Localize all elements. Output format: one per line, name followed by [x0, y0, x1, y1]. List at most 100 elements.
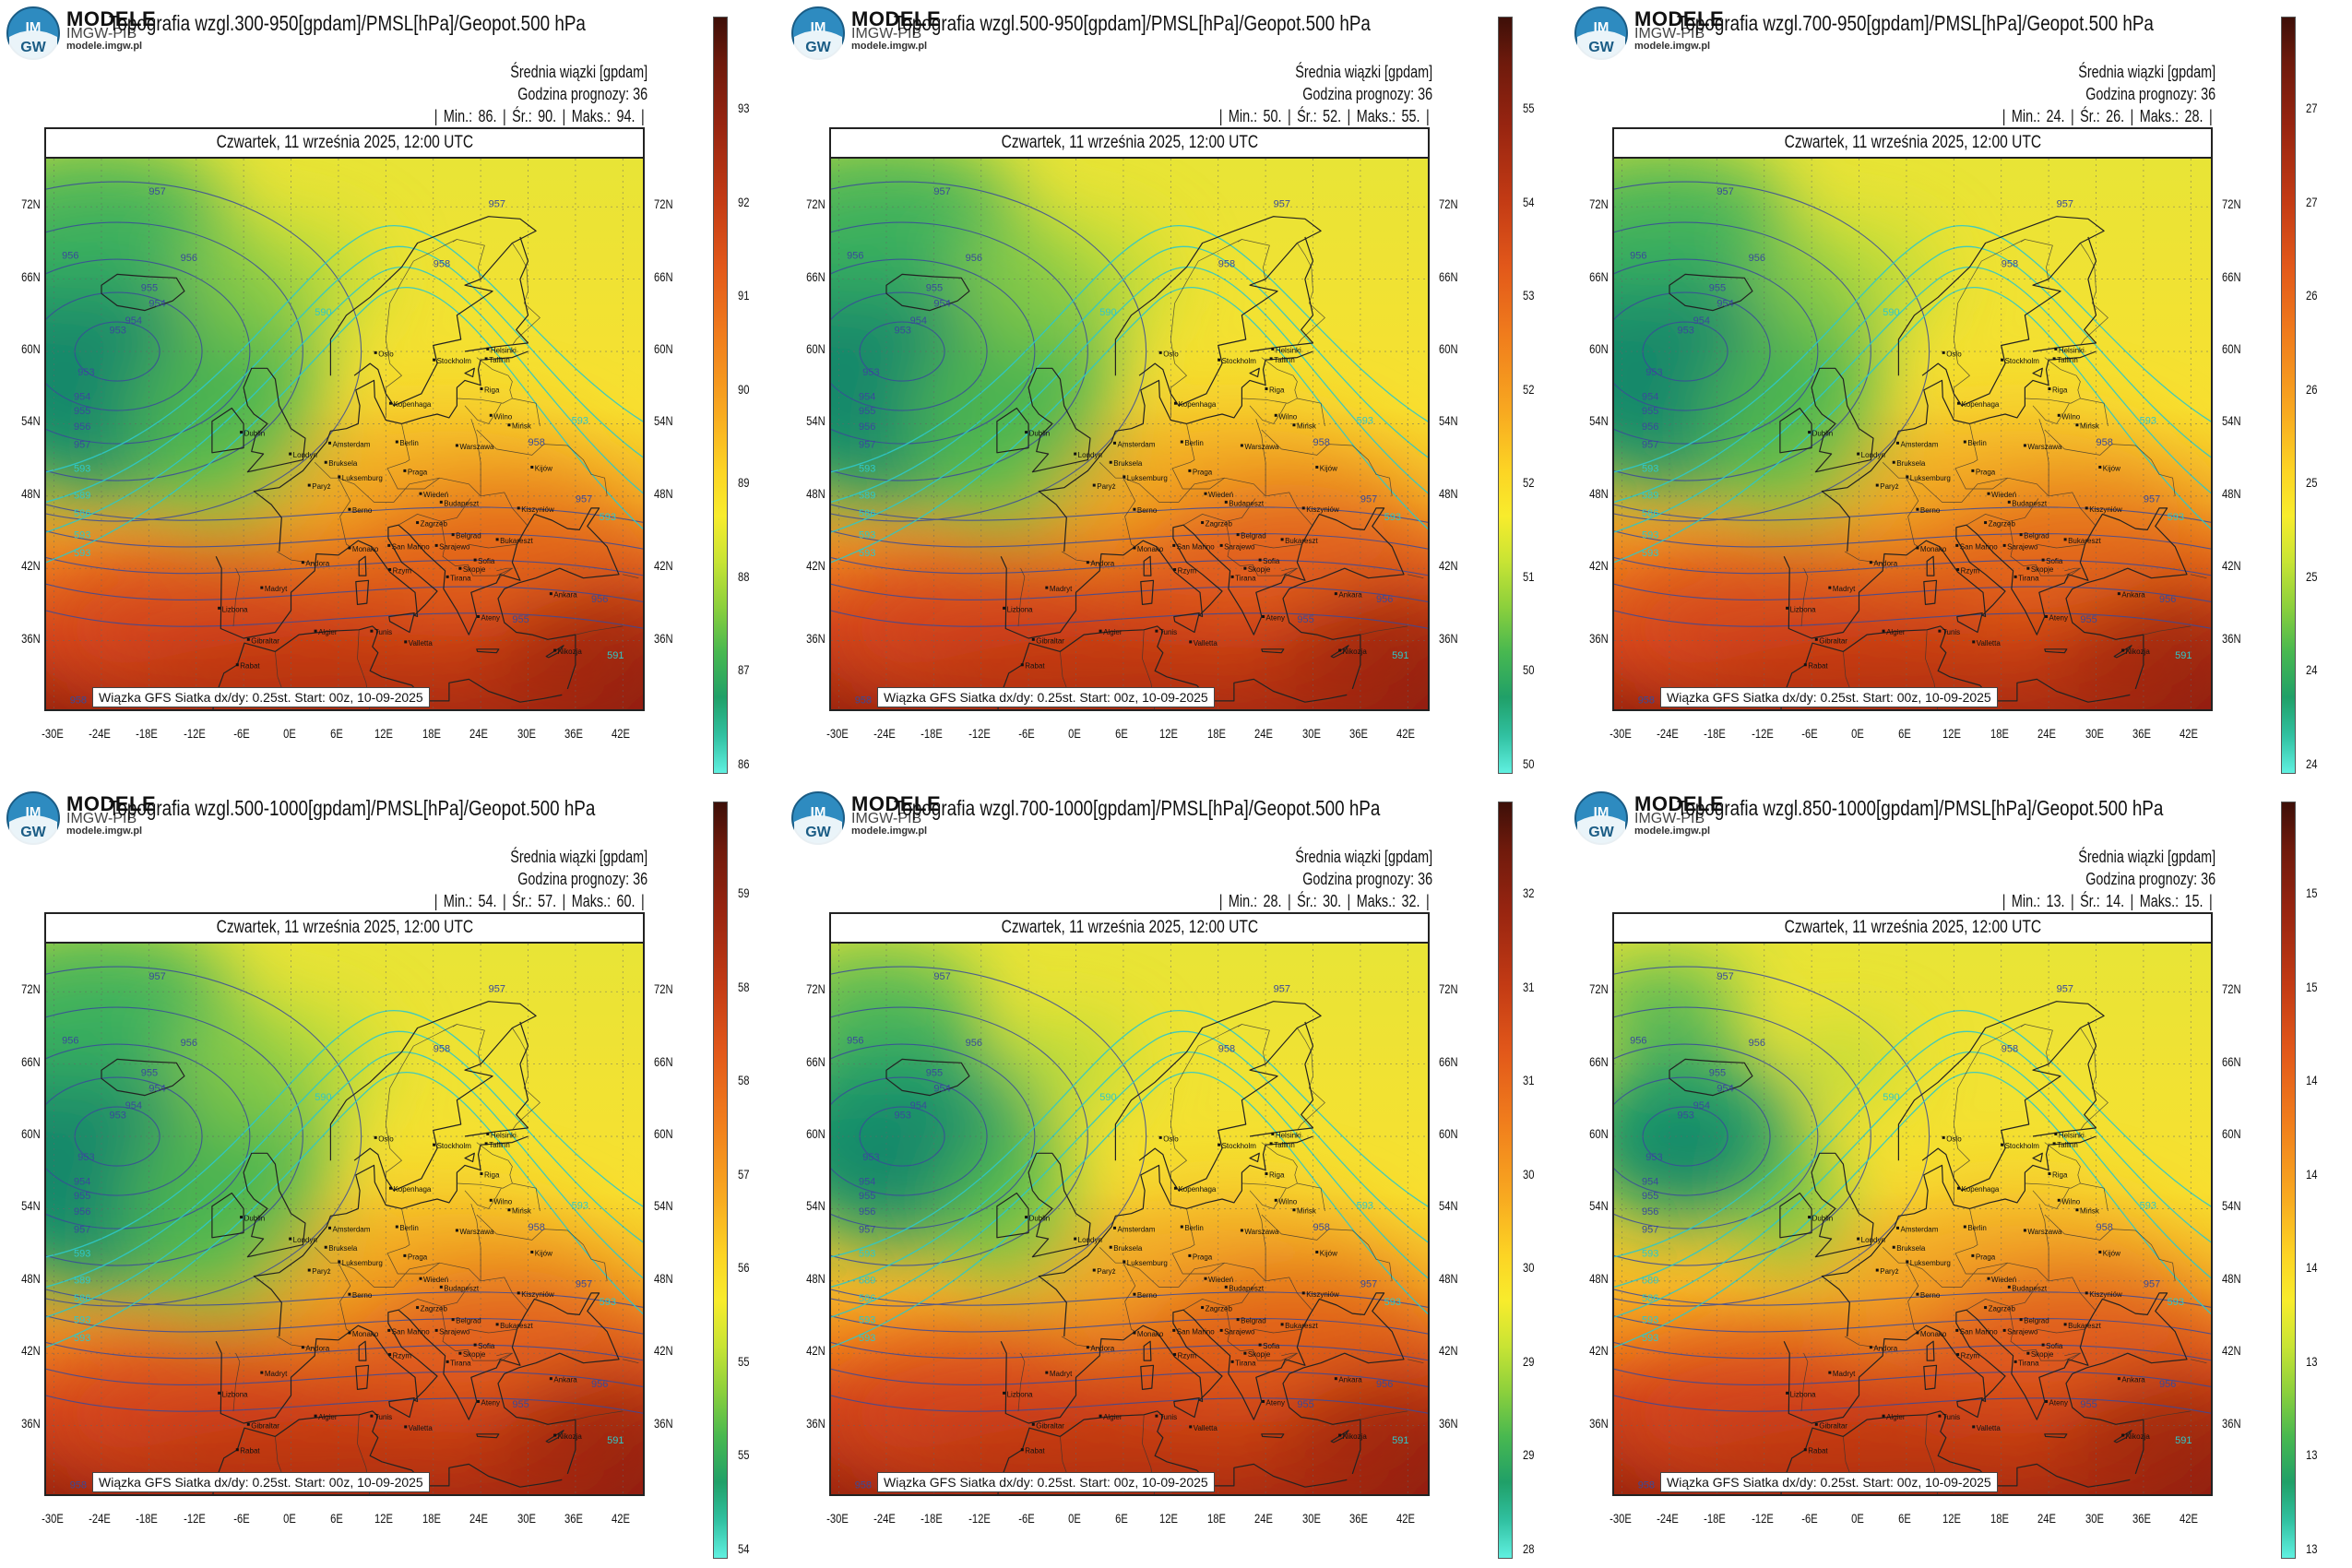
colorbar-tick-label: 55 [738, 1447, 750, 1463]
colorbar-tick-label: 59 [738, 885, 750, 900]
city-marker [2013, 575, 2017, 578]
pmsl-contour-label: 954 [148, 299, 165, 310]
weather-map[interactable]: Oslo Stockholm Helsinki Tallinn Riga Kopenhag… [1612, 157, 2213, 711]
coastlines [885, 1001, 1405, 1494]
city-marker [1301, 1291, 1305, 1295]
city-marker [1292, 1208, 1296, 1212]
coastline-cyprus [1330, 1430, 1349, 1443]
city-marker [455, 1229, 458, 1232]
brand-url[interactable]: modele.imgw.pl [66, 41, 143, 52]
longitude-label: 42E [1396, 1511, 1416, 1526]
pmsl-contours [46, 966, 643, 1414]
city-label: Nikozja [2126, 1432, 2151, 1441]
weather-map[interactable]: Oslo Stockholm Helsinki Tallinn Riga Kopenhag… [1612, 942, 2213, 1496]
city-marker [433, 358, 436, 362]
city-marker [1334, 1377, 1337, 1381]
coastline-baltic-islands [2032, 367, 2043, 378]
country-borders [232, 239, 639, 709]
longitude-label: 36E [2132, 1511, 2151, 1526]
city-label: Budapeszt [1229, 499, 1265, 507]
city-label: Belgrad [1241, 1317, 1266, 1325]
coastline-ireland [211, 1192, 244, 1239]
weather-map[interactable]: Oslo Stockholm Helsinki Tallinn Riga Kopenhag… [829, 157, 1430, 711]
geopotential-contour-label: 593 [2168, 1297, 2184, 1308]
city-marker [1003, 606, 1006, 610]
pmsl-isobar [831, 1043, 1036, 1229]
separator: | [434, 892, 438, 910]
city-label: Ankara [1338, 591, 1362, 600]
city-label: Paryż [1097, 1267, 1115, 1276]
city-label: Bukareszt [1285, 1322, 1318, 1330]
coastline-sicily [1956, 1397, 1983, 1419]
pmsl-contour-label: 954 [933, 1084, 950, 1095]
coastline-finland-coast [1249, 1021, 1314, 1137]
coastline-crete [476, 648, 500, 654]
stat-max-value: 60. [616, 892, 636, 910]
city-label: Monako [1920, 545, 1947, 553]
brand-url[interactable]: modele.imgw.pl [66, 826, 143, 837]
longitude-label: 36E [1348, 726, 1368, 741]
pmsl-contour-label: 954 [933, 299, 950, 310]
colorbar-tick-label: 87 [738, 662, 750, 678]
colorbar-tick-label: 15 [2306, 979, 2318, 994]
city-marker [1828, 586, 1832, 589]
geopotential-isoline [1614, 266, 2211, 533]
longitude-label: -30E [41, 726, 64, 741]
city-label: Berlin [1184, 439, 1203, 447]
city-marker [246, 637, 250, 641]
latitude-label-right: 36N [1439, 1415, 1458, 1431]
pmsl-contour-label: 955 [512, 1399, 529, 1410]
brand-url[interactable]: modele.imgw.pl [851, 826, 928, 837]
geopotential-contour-label: 593 [859, 530, 875, 541]
colorbar-tick-label: 29 [1523, 1447, 1535, 1463]
geopotential-contour-label: 593 [1384, 512, 1401, 523]
pmsl-contour-label: 957 [1360, 1278, 1377, 1289]
geopotential-contour-label: 593 [74, 464, 90, 475]
weather-map[interactable]: Oslo Stockholm Helsinki Tallinn Riga Kopenhag… [44, 157, 645, 711]
city-marker [419, 492, 422, 495]
weather-map[interactable]: Oslo Stockholm Helsinki Tallinn Riga Kopenhag… [44, 942, 645, 1496]
latitude-label-right: 42N [654, 558, 673, 574]
coastline-gb [1811, 367, 1874, 473]
latitude-label-right: 36N [654, 630, 673, 646]
latitude-label-left: 66N [806, 268, 826, 284]
city-marker [1987, 492, 1990, 495]
city-marker [1180, 440, 1183, 444]
pmsl-contour-label: 956 [1749, 253, 1765, 264]
city-marker [348, 546, 351, 550]
weather-map[interactable]: Oslo Stockholm Helsinki Tallinn Riga Kopenhag… [829, 942, 1430, 1496]
brand-url[interactable]: modele.imgw.pl [1634, 41, 1711, 52]
forecast-date-bar: Czwartek, 11 września 2025, 12:00 UTC [829, 127, 1430, 157]
pmsl-contour-label: 957 [74, 440, 90, 451]
pmsl-isobar [1614, 1315, 2211, 1335]
geopotential-contour-label: 590 [315, 1092, 331, 1103]
city-marker [1972, 1425, 1976, 1429]
separator: | [562, 892, 566, 910]
border-line [2008, 521, 2081, 576]
brand-url[interactable]: modele.imgw.pl [1634, 826, 1711, 837]
brand-url[interactable]: modele.imgw.pl [851, 41, 928, 52]
city-marker [1963, 440, 1966, 444]
border-line [476, 1214, 608, 1281]
city-label: Belgrad [2024, 1317, 2049, 1325]
city-marker [1173, 1186, 1177, 1190]
city-marker [301, 1346, 304, 1349]
pmsl-contour-label: 957 [859, 1225, 875, 1236]
city-label: Paryż [1880, 1267, 1898, 1276]
forecast-date: Czwartek, 11 września 2025, 12:00 UTC [1784, 133, 2041, 152]
city-label: Monako [1920, 1330, 1947, 1338]
longitude-label: 0E [282, 1511, 296, 1526]
city-label: Gibraltar [1036, 1421, 1064, 1430]
border-line [476, 357, 509, 376]
city-marker [1074, 1237, 1077, 1241]
colorbar-tick-label: 29 [1523, 1353, 1535, 1369]
pmsl-isobar [46, 258, 251, 445]
city-marker [2117, 1377, 2120, 1381]
coastline-continent [1000, 507, 1405, 690]
separator: | [434, 107, 438, 125]
longitude-label: -30E [1609, 1511, 1632, 1526]
coastline-africa [1780, 625, 2131, 709]
pmsl-contour-label: 956 [966, 1038, 982, 1049]
city-marker [1906, 1260, 1909, 1264]
city-marker [1173, 401, 1177, 405]
